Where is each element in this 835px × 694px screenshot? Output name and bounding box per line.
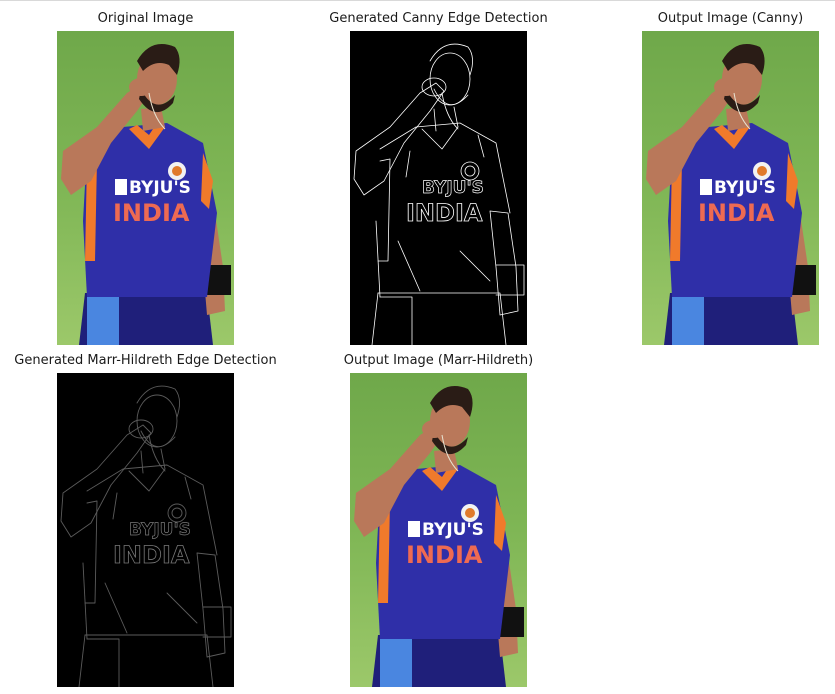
jersey-sponsor-edge-text: BYJU'S	[422, 178, 484, 198]
panel-title: Output Image (Marr-Hildreth)	[343, 353, 534, 368]
panel-title: Generated Marr-Hildreth Edge Detection	[14, 353, 277, 368]
top-divider	[0, 0, 835, 1]
jersey-country-text: INDIA	[113, 199, 190, 227]
jersey-sponsor-text: BYJU'S	[422, 520, 484, 540]
panel-original-image: Original Image	[57, 10, 234, 345]
jersey-country-text: INDIA	[406, 541, 483, 569]
panel-title: Output Image (Canny)	[657, 11, 804, 26]
canny-edge-map: BYJU'S INDIA	[350, 31, 527, 345]
jersey-country-edge-text: INDIA	[406, 199, 483, 227]
panel-title: Original Image	[97, 11, 194, 26]
jersey-country-text: INDIA	[698, 199, 775, 227]
jersey-sponsor-text: BYJU'S	[714, 178, 776, 198]
jersey-sponsor-text: BYJU'S	[129, 178, 191, 198]
canny-output-photo: BYJU'S INDIA	[642, 31, 819, 345]
original-photo: BYJU'S INDIA	[57, 31, 234, 345]
panel-title: Generated Canny Edge Detection	[329, 11, 548, 26]
panel-canny-output: Output Image (Canny)	[642, 10, 819, 345]
panel-canny-edges: Generated Canny Edge Detection	[329, 10, 548, 345]
panel-marr-hildreth-edges: Generated Marr-Hildreth Edge Detection	[14, 352, 277, 688]
marr-hildreth-edge-map: BYJU'S INDIA	[57, 373, 234, 687]
marr-hildreth-output-photo: BYJU'S INDIA	[350, 373, 527, 687]
panel-marr-hildreth-output: Output Image (Marr-Hildreth)	[344, 352, 533, 688]
jersey-sponsor-edge-text: BYJU'S	[129, 520, 191, 540]
jersey-country-edge-text: INDIA	[113, 541, 190, 569]
